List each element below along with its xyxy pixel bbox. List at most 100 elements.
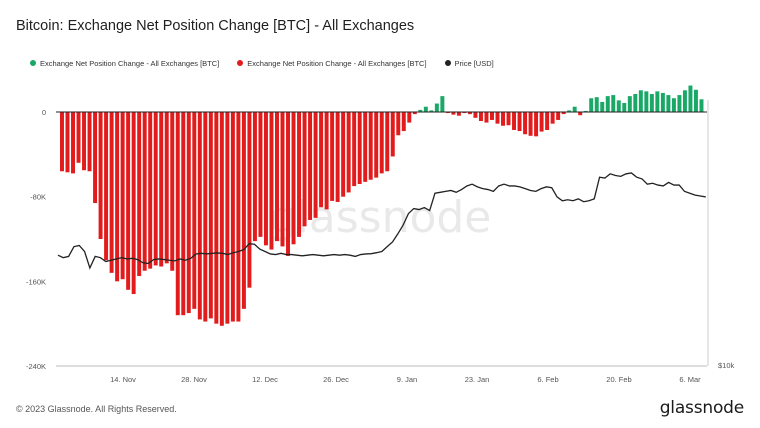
legend-label-price: Price [USD] bbox=[454, 58, 494, 68]
bar-43 bbox=[297, 112, 302, 237]
bar-25 bbox=[197, 112, 202, 320]
bar-39 bbox=[275, 112, 279, 242]
glassnode-logo[interactable]: glassnode bbox=[659, 398, 744, 418]
bar-32 bbox=[236, 112, 241, 322]
price-layer bbox=[57, 172, 706, 270]
bar-77 bbox=[484, 112, 489, 123]
bar-70 bbox=[445, 112, 450, 114]
bar-3 bbox=[76, 112, 81, 163]
bar-42 bbox=[291, 112, 296, 245]
bar-90 bbox=[556, 112, 561, 120]
x-tick-label: 23. Jan bbox=[465, 375, 490, 384]
bar-1 bbox=[65, 112, 70, 173]
legend-dot-red bbox=[237, 60, 244, 66]
bar-27 bbox=[208, 112, 213, 319]
axes-layer: 0 -80K -160K -240K $10k 14. Nov 28. Nov 12. Dec… bbox=[26, 100, 735, 384]
bar-83 bbox=[517, 112, 522, 132]
bar-5 bbox=[87, 112, 92, 172]
bar-85 bbox=[528, 112, 533, 136]
bar-54 bbox=[357, 112, 362, 184]
bar-0 bbox=[60, 112, 64, 172]
bar-56 bbox=[368, 112, 373, 180]
bar-59 bbox=[385, 112, 390, 172]
bar-45 bbox=[308, 112, 313, 220]
bar-95 bbox=[583, 110, 588, 112]
bar-50 bbox=[335, 112, 340, 202]
legend-item-inflow[interactable]: Exchange Net Position Change - All Excha… bbox=[30, 59, 219, 68]
bar-65 bbox=[418, 109, 423, 112]
bar-29 bbox=[219, 112, 224, 326]
y-tick-label: -240K bbox=[26, 362, 46, 371]
bar-101 bbox=[616, 100, 621, 112]
bar-103 bbox=[627, 96, 632, 113]
bar-41 bbox=[286, 112, 290, 256]
bar-30 bbox=[225, 112, 230, 324]
bar-97 bbox=[594, 97, 599, 112]
legend-item-outflow[interactable]: Exchange Net Position Change - All Excha… bbox=[237, 58, 427, 68]
bar-113 bbox=[682, 90, 687, 112]
bar-74 bbox=[467, 112, 472, 115]
bar-111 bbox=[671, 98, 676, 112]
bar-84 bbox=[523, 112, 528, 135]
bar-112 bbox=[677, 95, 682, 112]
bar-107 bbox=[649, 94, 654, 112]
copyright-text: © 2023 Glassnode. All Rights Reserved. bbox=[16, 404, 177, 414]
bars-layer bbox=[60, 85, 704, 326]
bar-67 bbox=[429, 110, 434, 112]
bar-78 bbox=[490, 112, 494, 120]
bar-81 bbox=[506, 112, 511, 126]
x-tick-label: 6. Feb bbox=[537, 375, 558, 384]
bar-16 bbox=[148, 112, 153, 269]
bar-91 bbox=[561, 112, 566, 115]
bar-57 bbox=[374, 112, 379, 178]
bar-80 bbox=[501, 112, 505, 126]
y-tick-label: -160K bbox=[26, 277, 46, 286]
bar-35 bbox=[252, 112, 257, 242]
bar-109 bbox=[660, 92, 665, 112]
bar-47 bbox=[319, 112, 324, 208]
legend-dot-green bbox=[30, 60, 36, 66]
chart-title: Bitcoin: Exchange Net Position Change [B… bbox=[16, 18, 415, 34]
bar-10 bbox=[115, 112, 120, 282]
bar-38 bbox=[269, 112, 274, 250]
bar-4 bbox=[82, 112, 87, 171]
bar-105 bbox=[638, 90, 643, 112]
bar-33 bbox=[241, 112, 246, 309]
bar-2 bbox=[71, 112, 75, 174]
bar-19 bbox=[164, 112, 169, 264]
bar-87 bbox=[539, 112, 544, 132]
bar-37 bbox=[263, 112, 268, 246]
bar-24 bbox=[192, 112, 197, 309]
bar-64 bbox=[412, 112, 417, 115]
bar-79 bbox=[495, 112, 500, 124]
x-tick-label: 6. Mar bbox=[679, 375, 701, 384]
x-tick-label: 26. Dec bbox=[323, 375, 349, 384]
x-tick-label: 28. Nov bbox=[181, 375, 207, 384]
legend-item-price[interactable]: Price [USD] bbox=[444, 58, 494, 68]
bar-31 bbox=[230, 112, 235, 322]
bar-22 bbox=[181, 112, 186, 316]
legend-label-outflow: Exchange Net Position Change - All Excha… bbox=[247, 58, 427, 68]
bar-6 bbox=[93, 112, 98, 204]
bar-76 bbox=[478, 112, 483, 121]
bar-110 bbox=[666, 95, 671, 112]
bar-36 bbox=[258, 112, 263, 237]
bar-68 bbox=[434, 103, 439, 112]
bar-49 bbox=[330, 112, 335, 201]
bar-102 bbox=[622, 103, 627, 112]
bar-44 bbox=[302, 112, 307, 227]
bar-9 bbox=[109, 112, 114, 273]
bar-63 bbox=[407, 112, 412, 123]
bar-94 bbox=[578, 112, 583, 116]
watermark: glassnode bbox=[269, 192, 492, 243]
bar-7 bbox=[98, 112, 103, 239]
bar-34 bbox=[247, 112, 252, 288]
bar-108 bbox=[655, 91, 660, 112]
bar-92 bbox=[567, 110, 572, 112]
x-tick-label: 20. Feb bbox=[606, 375, 631, 384]
bar-40 bbox=[280, 112, 285, 247]
bar-48 bbox=[324, 112, 329, 210]
bar-72 bbox=[456, 112, 461, 116]
bar-8 bbox=[104, 112, 109, 261]
